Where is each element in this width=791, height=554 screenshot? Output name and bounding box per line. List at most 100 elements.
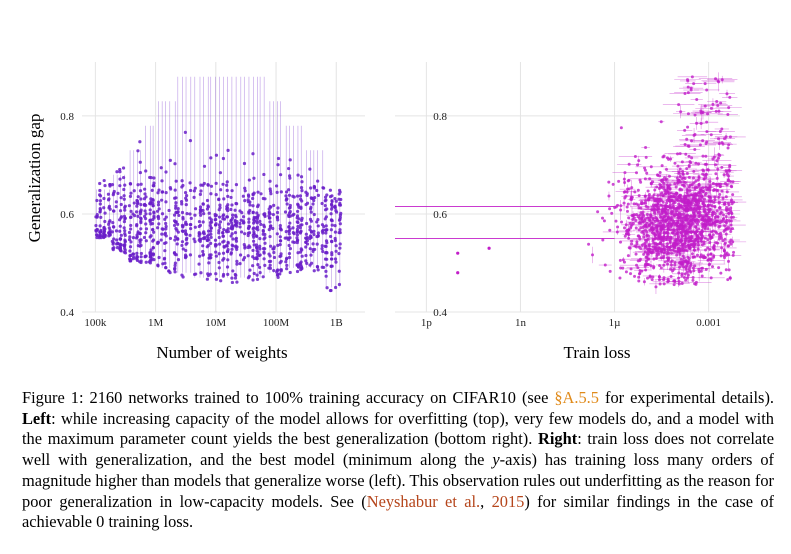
citation-link[interactable]: Neyshabur et al. bbox=[366, 491, 481, 511]
left-point bbox=[304, 253, 308, 258]
left-point bbox=[333, 206, 337, 210]
right-point bbox=[721, 213, 725, 217]
right-point bbox=[656, 193, 660, 197]
right-point bbox=[644, 145, 648, 149]
right-point bbox=[608, 269, 612, 273]
left-point bbox=[258, 244, 262, 248]
left-point bbox=[299, 175, 304, 179]
left-point bbox=[330, 205, 334, 209]
right-point bbox=[644, 244, 648, 248]
left-point bbox=[248, 203, 252, 207]
left-point bbox=[288, 214, 292, 218]
left-point bbox=[225, 180, 229, 184]
left-point bbox=[152, 181, 156, 185]
left-point bbox=[213, 214, 217, 218]
left-point bbox=[164, 170, 168, 174]
right-point bbox=[705, 168, 709, 172]
left-point bbox=[285, 263, 289, 267]
right-point bbox=[717, 266, 721, 270]
right-point bbox=[721, 217, 725, 221]
left-point bbox=[278, 254, 282, 259]
right-point bbox=[683, 128, 687, 132]
left-point bbox=[138, 170, 142, 175]
left-point bbox=[311, 249, 315, 253]
left-point bbox=[128, 194, 133, 198]
right-point bbox=[676, 152, 680, 156]
left-point bbox=[338, 222, 342, 226]
right-point bbox=[668, 248, 672, 252]
left-point bbox=[320, 229, 324, 233]
right-point bbox=[687, 258, 691, 262]
right-point bbox=[662, 187, 666, 191]
left-point bbox=[234, 183, 239, 187]
right-point bbox=[674, 223, 678, 227]
left-point bbox=[337, 252, 341, 256]
right-point bbox=[649, 214, 653, 218]
left-point bbox=[252, 271, 256, 276]
right-point bbox=[689, 86, 693, 90]
left-point bbox=[275, 232, 279, 236]
left-point bbox=[139, 255, 143, 259]
left-point bbox=[304, 240, 308, 244]
right-point bbox=[633, 274, 637, 278]
right-point bbox=[708, 196, 712, 200]
section-ref-link[interactable]: §A.5.5 bbox=[554, 388, 599, 407]
left-point bbox=[148, 175, 152, 180]
left-point bbox=[205, 198, 210, 203]
left-point bbox=[217, 242, 222, 246]
left-point bbox=[247, 274, 251, 278]
left-point bbox=[229, 226, 233, 230]
left-point bbox=[272, 245, 276, 249]
left-point bbox=[198, 254, 202, 258]
left-point bbox=[184, 203, 188, 207]
right-point bbox=[678, 187, 682, 191]
left-point bbox=[151, 198, 155, 202]
right-point bbox=[658, 171, 662, 175]
right-point bbox=[729, 223, 733, 227]
right-point bbox=[704, 175, 708, 179]
left-point bbox=[320, 247, 324, 251]
right-point bbox=[622, 226, 626, 230]
right-point bbox=[719, 101, 723, 105]
right-point bbox=[723, 256, 727, 260]
left-point bbox=[338, 242, 342, 246]
left-point bbox=[176, 237, 180, 241]
right-point bbox=[688, 224, 692, 228]
right-point bbox=[619, 204, 623, 208]
left-point bbox=[295, 239, 299, 243]
left-point bbox=[288, 209, 292, 214]
left-point bbox=[185, 193, 189, 198]
left-point bbox=[98, 207, 102, 211]
right-point bbox=[615, 230, 619, 234]
left-xtick-label: 1M bbox=[148, 317, 164, 329]
right-point bbox=[708, 262, 712, 266]
left-point bbox=[275, 210, 280, 215]
left-point bbox=[323, 257, 328, 261]
right-point bbox=[619, 240, 623, 244]
left-point bbox=[312, 198, 316, 203]
left-point bbox=[230, 280, 235, 285]
left-yticks: 0.4 0.6 0.8 bbox=[60, 111, 74, 319]
left-point bbox=[160, 190, 165, 194]
left-point bbox=[131, 257, 136, 261]
left-point bbox=[247, 244, 251, 248]
left-point bbox=[229, 251, 233, 255]
left-point bbox=[316, 268, 320, 272]
right-point bbox=[680, 249, 684, 253]
left-point bbox=[247, 220, 251, 224]
right-point bbox=[693, 282, 697, 286]
right-point bbox=[681, 230, 685, 234]
right-point bbox=[678, 212, 682, 216]
left-point bbox=[337, 282, 342, 287]
right-point bbox=[651, 195, 655, 199]
left-point bbox=[243, 199, 247, 203]
caption-text: -axis) has training loss many orders of … bbox=[22, 450, 774, 511]
left-point bbox=[151, 239, 155, 243]
citation-year-link[interactable]: 2015 bbox=[491, 491, 525, 511]
left-point bbox=[143, 209, 147, 213]
right-point bbox=[638, 269, 642, 273]
left-point bbox=[263, 214, 267, 218]
right-point bbox=[650, 205, 654, 209]
left-point bbox=[128, 249, 132, 253]
right-point bbox=[654, 215, 658, 219]
